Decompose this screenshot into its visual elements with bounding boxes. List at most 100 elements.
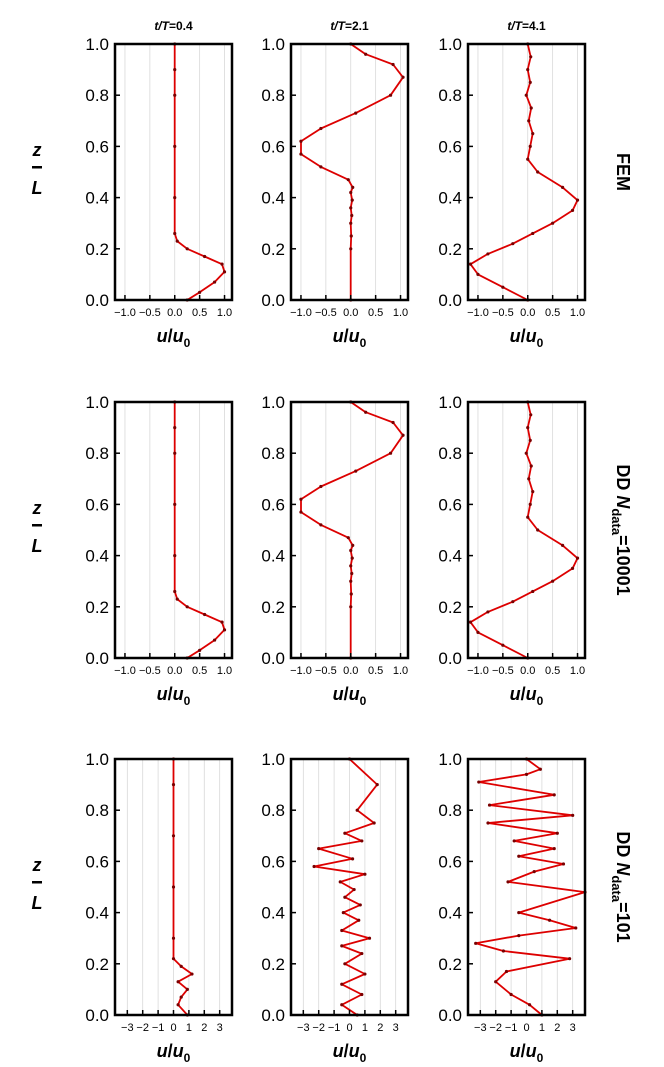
data-point	[175, 239, 179, 243]
data-point	[317, 847, 321, 851]
data-point	[190, 972, 194, 976]
x-tick-label: 0.0	[167, 307, 182, 319]
data-point	[538, 767, 542, 771]
y-label-denominator: L	[32, 536, 43, 556]
subplot-r3-c3: 0.0 0.2 0.4 0.6 0.8 1.0 −3 −2 −1 0 1 2 3 u/u0	[438, 750, 587, 1065]
data-point	[355, 808, 359, 812]
y-tick-label: 0.6	[438, 852, 462, 871]
series-line	[469, 43, 579, 301]
x-tick-label: 3	[217, 1022, 223, 1034]
plot-frame	[466, 42, 587, 302]
row-label: DD Ndata=101	[609, 831, 633, 942]
data-point	[185, 987, 189, 992]
data-point	[560, 185, 565, 189]
x-axis-label: u/u0	[157, 326, 191, 350]
x-tick-label: −1	[328, 1022, 341, 1034]
data-point	[536, 170, 540, 174]
data-point	[529, 55, 533, 59]
data-point	[532, 870, 536, 874]
data-point	[220, 620, 224, 624]
data-point	[360, 839, 364, 843]
x-tick-label: −0.5	[139, 307, 161, 319]
data-point	[528, 438, 532, 442]
data-point	[175, 597, 179, 601]
data-point	[536, 528, 540, 532]
data-point	[340, 928, 344, 933]
subplot-r3-c1: 0.0 0.2 0.4 0.6 0.8 1.0 −3 −2 −1 0 1 2 3 u/u0	[85, 750, 234, 1065]
data-point	[526, 426, 530, 430]
row-label: DD Ndata=10001	[609, 464, 633, 595]
y-tick-label: 0.2	[85, 598, 109, 617]
y-tick-label: 1.0	[261, 35, 285, 54]
x-tick-label: 0.5	[368, 665, 383, 677]
x-tick-label: 1.0	[393, 307, 408, 319]
data-point	[171, 936, 176, 940]
x-tick-label: −0.5	[492, 665, 514, 677]
data-point	[526, 515, 530, 519]
y-tick-label: 0.2	[85, 240, 109, 259]
data-point	[555, 831, 559, 835]
y-tick-label: 0.8	[261, 801, 285, 820]
y-axis-label: zL	[32, 498, 43, 556]
y-label-denominator: L	[32, 893, 43, 913]
plot-frame	[466, 400, 587, 660]
subplot-r1-c1: 0.0 0.2 0.4 0.6 0.8 1.0 −1.0 −0.5 0.0 0.5 1.0 u/u0 t…	[85, 19, 234, 350]
data-point	[486, 821, 490, 825]
data-point	[346, 178, 350, 182]
y-label-fraction-bar	[32, 881, 42, 884]
data-point	[528, 144, 532, 148]
data-point	[486, 252, 490, 256]
subplot-r2-c3: 0.0 0.2 0.4 0.6 0.8 1.0 −1.0 −0.5 0.0 0.5 1.0 u/u0	[438, 393, 587, 708]
data-point	[468, 620, 473, 624]
data-point	[171, 783, 176, 787]
data-point	[388, 451, 393, 455]
x-tick-label: 0	[170, 1022, 176, 1034]
data-point	[468, 262, 473, 266]
data-point	[506, 880, 510, 884]
series-line	[173, 44, 226, 301]
y-tick-label: 0.4	[438, 904, 462, 923]
data-point	[494, 980, 498, 984]
x-tick-label: −1.0	[114, 665, 136, 677]
data-point	[527, 477, 531, 481]
x-tick-label: 2	[554, 1022, 560, 1034]
data-point	[509, 992, 513, 997]
x-tick-label: 1.0	[217, 307, 232, 319]
data-point	[391, 62, 395, 67]
series-line	[313, 758, 379, 1016]
data-point	[357, 918, 361, 922]
y-tick-label: 0.2	[261, 955, 285, 974]
x-tick-label: −3	[474, 1022, 487, 1034]
x-tick-label: 1	[362, 1022, 368, 1034]
data-point	[561, 862, 566, 866]
data-point	[372, 821, 376, 825]
x-tick-label: 1	[186, 1022, 192, 1034]
x-axis-label: u/u0	[510, 684, 544, 708]
data-point	[528, 80, 532, 84]
x-tick-label: −1.0	[114, 307, 136, 319]
x-tick-label: 1.0	[217, 665, 232, 677]
data-point	[529, 413, 533, 417]
y-tick-label: 0.4	[438, 189, 462, 208]
y-tick-label: 0.0	[85, 1006, 109, 1025]
x-axis-label: u/u0	[157, 1041, 191, 1065]
x-tick-label: −1.0	[290, 307, 312, 319]
x-tick-label: −1	[152, 1022, 165, 1034]
data-point	[173, 502, 177, 506]
data-point	[349, 234, 353, 238]
y-tick-label: 0.0	[438, 291, 462, 310]
data-point	[179, 964, 183, 968]
data-point	[203, 612, 207, 617]
y-tick-label: 1.0	[438, 750, 462, 769]
data-point	[340, 1003, 344, 1007]
data-point	[501, 949, 506, 953]
data-point	[531, 589, 535, 594]
series-line	[474, 758, 586, 1016]
data-point	[476, 630, 480, 635]
x-tick-label: −2	[136, 1022, 149, 1034]
data-point	[173, 426, 177, 430]
x-tick-label: 0.0	[343, 307, 358, 319]
x-tick-label: 0.5	[545, 307, 560, 319]
data-point	[547, 918, 552, 922]
